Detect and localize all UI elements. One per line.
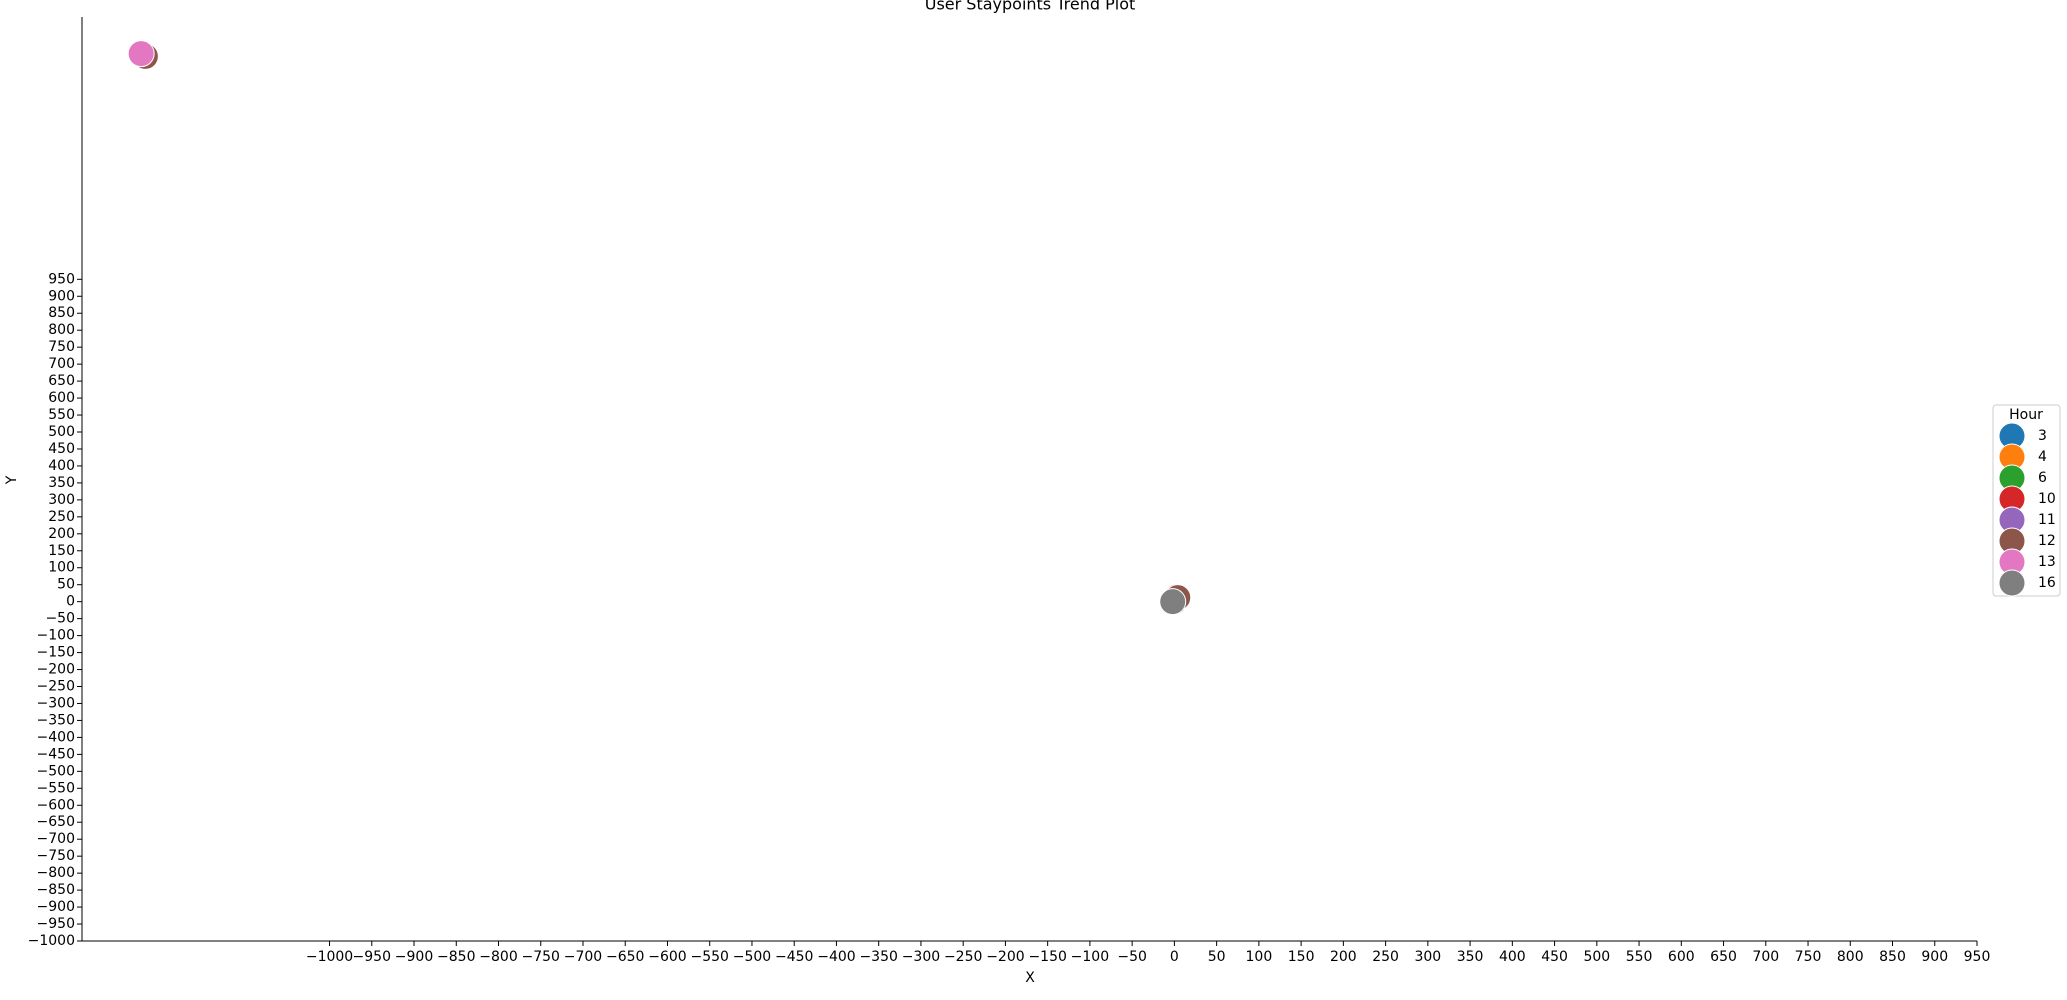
y-tick-label: −250 (37, 679, 75, 695)
legend-label: 10 (2038, 491, 2056, 507)
legend-title: Hour (2009, 407, 2043, 423)
y-tick-label: −300 (37, 695, 75, 711)
y-tick-label: −150 (37, 645, 75, 661)
y-tick-label: −650 (37, 814, 75, 830)
x-tick-label: −600 (648, 949, 686, 965)
y-tick-label: −750 (37, 848, 75, 864)
y-tick-label: 550 (48, 407, 75, 423)
x-tick-label: 200 (1330, 949, 1357, 965)
y-tick-label: 450 (48, 441, 75, 457)
x-tick-label: 650 (1710, 949, 1737, 965)
chart-title: User Staypoints Trend Plot (925, 0, 1136, 14)
x-tick-label: 50 (1208, 949, 1226, 965)
x-tick-label: −550 (690, 949, 728, 965)
y-tick-label: −400 (37, 729, 75, 745)
x-tick-label: −250 (944, 949, 982, 965)
y-tick-label: −850 (37, 882, 75, 898)
y-tick-label: −950 (37, 916, 75, 932)
x-tick-label: 850 (1879, 949, 1906, 965)
x-tick-label: −300 (902, 949, 940, 965)
y-tick-label: −600 (37, 797, 75, 813)
y-tick-label: −550 (37, 780, 75, 796)
x-tick-label: −1000 (306, 949, 353, 965)
y-tick-label: −700 (37, 831, 75, 847)
y-tick-label: −100 (37, 628, 75, 644)
y-tick-label: 500 (48, 424, 75, 440)
y-tick-label: −50 (45, 611, 75, 627)
legend-label: 13 (2038, 554, 2056, 570)
y-tick-label: −800 (37, 865, 75, 881)
legend-label: 3 (2038, 428, 2047, 444)
y-tick-label: 800 (48, 322, 75, 338)
legend-label: 4 (2038, 449, 2047, 465)
x-tick-label: 0 (1170, 949, 1179, 965)
x-tick-label: −500 (733, 949, 771, 965)
x-tick-label: −150 (1028, 949, 1066, 965)
y-tick-label: 200 (48, 526, 75, 542)
y-tick-label: −900 (37, 899, 75, 915)
legend-marker (1998, 569, 2026, 597)
y-tick-label: −1000 (28, 933, 75, 949)
x-tick-label: 750 (1795, 949, 1822, 965)
y-tick-label: 950 (48, 271, 75, 287)
y-tick-label: −500 (37, 763, 75, 779)
legend-label: 11 (2038, 512, 2056, 528)
point (1159, 588, 1187, 616)
y-tick-label: 750 (48, 339, 75, 355)
legend-label: 6 (2038, 470, 2047, 486)
y-tick-label: 400 (48, 458, 75, 474)
x-tick-label: 400 (1499, 949, 1526, 965)
x-tick-label: 500 (1583, 949, 1610, 965)
x-tick-label: 350 (1457, 949, 1484, 965)
y-tick-label: −200 (37, 662, 75, 678)
y-tick-label: 250 (48, 509, 75, 525)
x-tick-label: −800 (479, 949, 517, 965)
x-tick-label: −450 (775, 949, 813, 965)
legend-label: 12 (2038, 533, 2056, 549)
x-tick-label: 550 (1626, 949, 1653, 965)
x-tick-label: 100 (1246, 949, 1273, 965)
y-tick-label: 150 (48, 543, 75, 559)
y-tick-label: 700 (48, 356, 75, 372)
x-tick-label: 900 (1921, 949, 1948, 965)
y-tick-label: 0 (66, 594, 75, 610)
y-tick-label: 650 (48, 373, 75, 389)
x-tick-label: −100 (1071, 949, 1109, 965)
y-tick-label: 50 (57, 577, 75, 593)
x-tick-label: 300 (1414, 949, 1441, 965)
x-tick-label: −350 (859, 949, 897, 965)
y-tick-label: 100 (48, 560, 75, 576)
y-tick-label: −350 (37, 712, 75, 728)
y-tick-label: 900 (48, 288, 75, 304)
y-tick-label: 300 (48, 492, 75, 508)
x-tick-label: −750 (522, 949, 560, 965)
x-tick-label: 450 (1541, 949, 1568, 965)
y-tick-label: 850 (48, 305, 75, 321)
x-tick-label: −700 (564, 949, 602, 965)
y-tick-label: 350 (48, 475, 75, 491)
x-tick-label: −50 (1117, 949, 1147, 965)
x-tick-label: 600 (1668, 949, 1695, 965)
x-tick-label: −400 (817, 949, 855, 965)
x-tick-label: 800 (1837, 949, 1864, 965)
x-axis-label: X (1025, 970, 1035, 986)
legend-label: 16 (2038, 575, 2056, 591)
x-tick-label: 250 (1372, 949, 1399, 965)
point (127, 40, 155, 68)
x-tick-label: −850 (437, 949, 475, 965)
x-tick-label: 950 (1964, 949, 1991, 965)
y-axis-label: Y (4, 475, 20, 485)
x-tick-label: −900 (395, 949, 433, 965)
x-tick-label: 150 (1288, 949, 1315, 965)
y-tick-label: 600 (48, 390, 75, 406)
y-tick-label: −450 (37, 746, 75, 762)
x-tick-label: 700 (1752, 949, 1779, 965)
x-tick-label: −650 (606, 949, 644, 965)
x-tick-label: −200 (986, 949, 1024, 965)
x-tick-label: −950 (353, 949, 391, 965)
